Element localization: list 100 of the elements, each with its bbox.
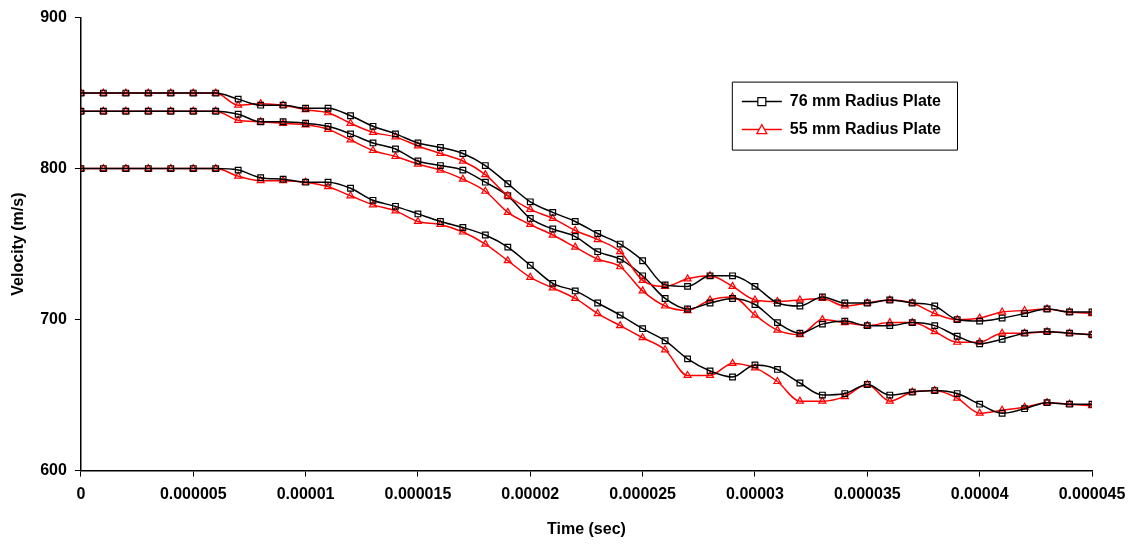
point (413, 216, 422, 225)
point (526, 198, 534, 206)
point (684, 355, 691, 363)
point (526, 204, 535, 212)
point (481, 178, 489, 186)
point (751, 301, 759, 308)
point (323, 108, 333, 116)
point (549, 225, 557, 233)
point (593, 308, 602, 317)
point (481, 239, 490, 247)
point (549, 279, 557, 287)
point (818, 315, 827, 323)
point (998, 307, 1007, 315)
point (998, 328, 1007, 336)
y-tick-label: 700 (40, 310, 67, 328)
x-axis-title: Time (sec) (547, 519, 626, 537)
point (234, 95, 242, 103)
point (323, 182, 333, 190)
point (234, 166, 242, 174)
point (481, 231, 489, 239)
point (616, 311, 624, 319)
point (571, 242, 580, 250)
point (728, 281, 737, 289)
point (346, 135, 355, 143)
y-tick-label: 800 (40, 159, 67, 177)
point (616, 255, 624, 263)
point (728, 358, 737, 366)
point (886, 322, 894, 330)
point (369, 139, 377, 147)
point (931, 302, 939, 310)
point (638, 333, 647, 341)
point (414, 210, 422, 218)
point (459, 224, 467, 231)
point (751, 282, 759, 290)
point (346, 118, 355, 126)
point (931, 322, 939, 330)
point (953, 332, 961, 340)
point (347, 184, 354, 192)
point (548, 230, 557, 238)
point (750, 295, 760, 303)
point (998, 335, 1006, 343)
point (661, 345, 670, 353)
point (504, 243, 512, 251)
point (347, 130, 354, 138)
point (391, 206, 400, 214)
point (436, 165, 445, 173)
point (661, 337, 669, 345)
point (526, 261, 534, 269)
point (729, 295, 736, 302)
point (886, 391, 894, 399)
x-tick-label: 0.00001 (276, 484, 335, 502)
point (436, 144, 444, 151)
point (795, 396, 804, 404)
point (795, 295, 804, 303)
point (481, 162, 489, 170)
point (234, 115, 243, 123)
y-axis-title: Velocity (m/s) (9, 192, 27, 296)
x-tick-label: 0.000015 (384, 484, 452, 502)
point (392, 145, 399, 153)
y-tick-label: 600 (40, 461, 67, 479)
point (818, 320, 826, 328)
point (593, 234, 602, 243)
point (930, 327, 939, 335)
point (571, 293, 580, 302)
point (526, 215, 534, 222)
legend-label: 55 mm Radius Plate (789, 120, 942, 138)
point (975, 313, 984, 321)
point (234, 110, 242, 118)
point (458, 227, 467, 235)
point (548, 283, 557, 291)
point (774, 319, 781, 327)
point (638, 286, 647, 294)
point (750, 310, 760, 318)
x-tick-label: 0.00002 (501, 484, 560, 502)
point (885, 396, 894, 404)
y-tick-label: 900 (40, 8, 67, 26)
point (661, 295, 669, 302)
point (705, 295, 715, 303)
point (616, 262, 625, 270)
point (571, 287, 579, 295)
point (729, 272, 736, 280)
point (706, 299, 714, 307)
point (504, 180, 512, 188)
point (324, 104, 332, 112)
point (684, 282, 691, 290)
point (1021, 310, 1029, 317)
point (930, 308, 939, 317)
point (594, 248, 602, 256)
point (998, 409, 1006, 417)
point (773, 376, 782, 385)
point (368, 145, 378, 154)
point (594, 299, 602, 307)
point (773, 325, 782, 333)
point (481, 170, 490, 178)
point (818, 391, 826, 399)
x-tick-label: 0.000025 (609, 484, 677, 502)
point (705, 370, 715, 379)
x-tick-label: 0.00003 (726, 484, 784, 502)
point (975, 408, 984, 416)
point (729, 373, 736, 381)
